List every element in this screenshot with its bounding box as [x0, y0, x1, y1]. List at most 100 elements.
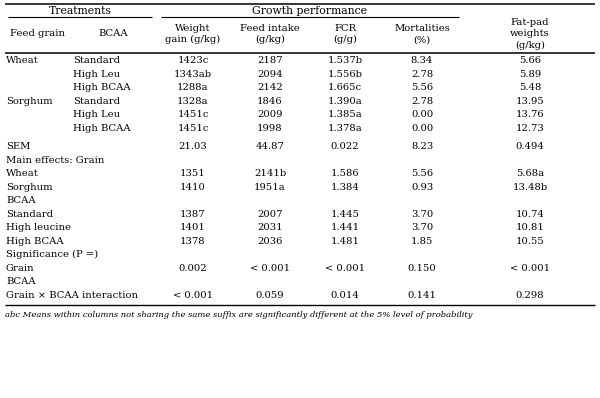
- Text: 2142: 2142: [257, 83, 283, 92]
- Text: Feed intake
(g/kg): Feed intake (g/kg): [240, 24, 300, 44]
- Text: 1.385a: 1.385a: [328, 110, 362, 119]
- Text: 1288a: 1288a: [177, 83, 209, 92]
- Text: BCAA: BCAA: [6, 196, 35, 205]
- Text: 0.141: 0.141: [407, 291, 437, 300]
- Text: 0.298: 0.298: [515, 291, 544, 300]
- Text: Mortalities
(%): Mortalities (%): [394, 24, 450, 44]
- Text: 10.81: 10.81: [515, 223, 544, 232]
- Text: SEM: SEM: [6, 142, 31, 151]
- Text: Main effects: Grain: Main effects: Grain: [6, 156, 104, 165]
- Text: 1846: 1846: [257, 97, 283, 106]
- Text: abc Means within columns not sharing the same suffix are significantly different: abc Means within columns not sharing the…: [5, 311, 473, 319]
- Text: 0.150: 0.150: [407, 264, 436, 273]
- Text: 1451c: 1451c: [177, 124, 209, 133]
- Text: Treatments: Treatments: [49, 6, 112, 16]
- Text: 0.00: 0.00: [411, 124, 433, 133]
- Text: High leucine: High leucine: [6, 223, 71, 232]
- Text: 1401: 1401: [180, 223, 206, 232]
- Text: 3.70: 3.70: [411, 210, 433, 219]
- Text: 1378: 1378: [180, 237, 206, 246]
- Text: 2.78: 2.78: [411, 70, 433, 79]
- Text: 1.481: 1.481: [331, 237, 359, 246]
- Text: 13.48b: 13.48b: [512, 183, 548, 192]
- Text: 1.390a: 1.390a: [328, 97, 362, 106]
- Text: BCAA: BCAA: [98, 29, 128, 39]
- Text: 13.76: 13.76: [515, 110, 544, 119]
- Text: BCAA: BCAA: [6, 277, 35, 286]
- Text: 1423c: 1423c: [178, 56, 209, 65]
- Text: 0.022: 0.022: [331, 142, 359, 151]
- Text: 2094: 2094: [257, 70, 283, 79]
- Text: 1.384: 1.384: [331, 183, 359, 192]
- Text: Standard: Standard: [6, 210, 53, 219]
- Text: < 0.001: < 0.001: [250, 264, 290, 273]
- Text: 44.87: 44.87: [256, 142, 284, 151]
- Text: 3.70: 3.70: [411, 223, 433, 232]
- Text: 5.66: 5.66: [519, 56, 541, 65]
- Text: 1451c: 1451c: [177, 110, 209, 119]
- Text: High BCAA: High BCAA: [73, 124, 131, 133]
- Text: 2009: 2009: [257, 110, 283, 119]
- Text: 21.03: 21.03: [179, 142, 208, 151]
- Text: < 0.001: < 0.001: [510, 264, 550, 273]
- Text: Fat-pad
weights
(g/kg): Fat-pad weights (g/kg): [510, 18, 550, 50]
- Text: 2.78: 2.78: [411, 97, 433, 106]
- Text: 8.23: 8.23: [411, 142, 433, 151]
- Text: FCR
(g/g): FCR (g/g): [333, 24, 357, 44]
- Text: 1.586: 1.586: [331, 169, 359, 178]
- Text: 1.441: 1.441: [331, 223, 359, 232]
- Text: 2031: 2031: [257, 223, 283, 232]
- Text: Sorghum: Sorghum: [6, 97, 53, 106]
- Text: 1.556b: 1.556b: [328, 70, 362, 79]
- Text: 5.48: 5.48: [519, 83, 541, 92]
- Text: 0.93: 0.93: [411, 183, 433, 192]
- Text: 10.74: 10.74: [515, 210, 544, 219]
- Text: 1.665c: 1.665c: [328, 83, 362, 92]
- Text: Weight
gain (g/kg): Weight gain (g/kg): [166, 24, 221, 44]
- Text: 10.55: 10.55: [515, 237, 544, 246]
- Text: 12.73: 12.73: [515, 124, 544, 133]
- Text: < 0.001: < 0.001: [173, 291, 213, 300]
- Text: Feed grain: Feed grain: [11, 29, 65, 39]
- Text: Wheat: Wheat: [6, 169, 39, 178]
- Text: 1951a: 1951a: [254, 183, 286, 192]
- Text: 5.68a: 5.68a: [516, 169, 544, 178]
- Text: 2187: 2187: [257, 56, 283, 65]
- Text: Significance (P =): Significance (P =): [6, 250, 98, 259]
- Text: Wheat: Wheat: [6, 56, 39, 65]
- Text: Standard: Standard: [73, 97, 120, 106]
- Text: 1.537b: 1.537b: [328, 56, 362, 65]
- Text: 5.89: 5.89: [519, 70, 541, 79]
- Text: 8.34: 8.34: [411, 56, 433, 65]
- Text: 2007: 2007: [257, 210, 283, 219]
- Text: 1.85: 1.85: [411, 237, 433, 246]
- Text: 1.445: 1.445: [331, 210, 359, 219]
- Text: 0.002: 0.002: [179, 264, 208, 273]
- Text: 1351: 1351: [180, 169, 206, 178]
- Text: Growth performance: Growth performance: [253, 6, 367, 16]
- Text: 0.014: 0.014: [331, 291, 359, 300]
- Text: 1410: 1410: [180, 183, 206, 192]
- Text: 2141b: 2141b: [254, 169, 286, 178]
- Text: 5.56: 5.56: [411, 169, 433, 178]
- Text: 1343ab: 1343ab: [174, 70, 212, 79]
- Text: 5.56: 5.56: [411, 83, 433, 92]
- Text: High Leu: High Leu: [73, 70, 120, 79]
- Text: High BCAA: High BCAA: [6, 237, 64, 246]
- Text: 0.00: 0.00: [411, 110, 433, 119]
- Text: 0.494: 0.494: [515, 142, 544, 151]
- Text: Grain × BCAA interaction: Grain × BCAA interaction: [6, 291, 138, 300]
- Text: High Leu: High Leu: [73, 110, 120, 119]
- Text: < 0.001: < 0.001: [325, 264, 365, 273]
- Text: High BCAA: High BCAA: [73, 83, 131, 92]
- Text: 1998: 1998: [257, 124, 283, 133]
- Text: 1387: 1387: [180, 210, 206, 219]
- Text: 1.378a: 1.378a: [328, 124, 362, 133]
- Text: 13.95: 13.95: [515, 97, 544, 106]
- Text: 0.059: 0.059: [256, 291, 284, 300]
- Text: Sorghum: Sorghum: [6, 183, 53, 192]
- Text: Grain: Grain: [6, 264, 35, 273]
- Text: Standard: Standard: [73, 56, 120, 65]
- Text: 2036: 2036: [257, 237, 283, 246]
- Text: 1328a: 1328a: [177, 97, 209, 106]
